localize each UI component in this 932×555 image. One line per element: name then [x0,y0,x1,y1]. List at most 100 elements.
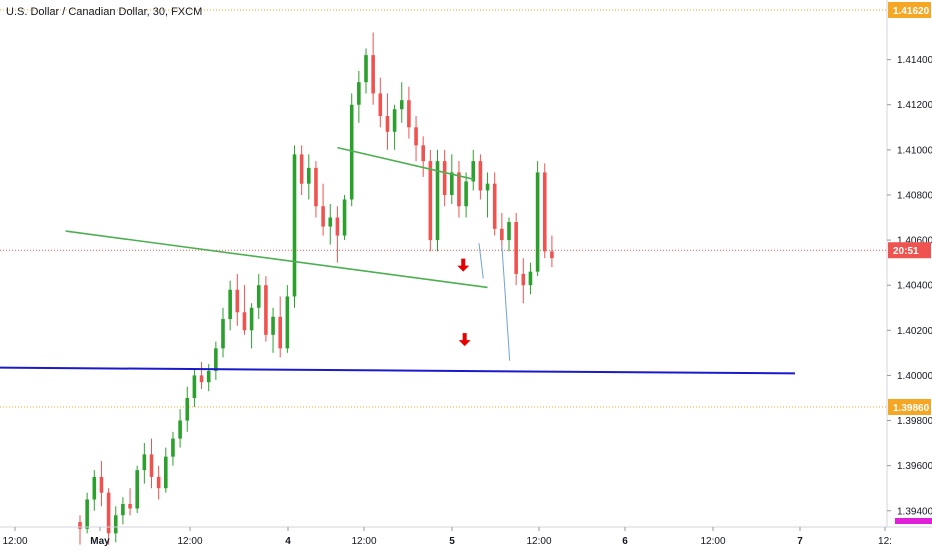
down-arrow-shape [458,333,471,347]
candle [278,316,282,349]
candle [342,199,347,236]
top-price-tag-bg [888,2,931,18]
x-tick-label: 12:00 [2,536,27,547]
axis-marker [895,518,932,524]
channel-upper-line [337,146,474,180]
x-tick-label: 12:00 [351,536,376,547]
candle [256,285,261,308]
candle [78,522,82,529]
price-levels [0,9,887,408]
candle [550,251,554,259]
candle [292,154,297,297]
candle [99,476,104,493]
x-tick-label: 5 [449,536,455,547]
candle [106,492,111,534]
candle [349,104,354,200]
candle [164,456,168,489]
candle [521,273,526,286]
candle [385,116,390,132]
channel-lower-line [65,230,488,289]
candle [542,172,547,252]
candle [328,217,333,227]
candle [485,183,490,191]
bottom-price-tag-bg [888,399,931,415]
x-tick-label: May [90,536,110,547]
candle [142,454,147,471]
down-arrow-icon [458,333,471,347]
down-arrow-shape [457,258,470,272]
candle [464,181,468,207]
candles [78,32,554,545]
candle [178,420,182,439]
y-tick-label: 1.41200 [897,100,932,111]
candle [314,167,318,207]
y-tick-label: 1.41000 [897,145,932,156]
candle [414,127,418,146]
y-tick-label: 1.40800 [897,190,932,201]
candle [321,206,325,227]
y-tick-label: 1.40000 [897,371,932,382]
chart-title: U.S. Dollar / Canadian Dollar, 30, FXCM [6,6,202,18]
candle [156,476,161,489]
candle [428,161,433,241]
candle [285,296,290,349]
candle [364,55,368,83]
candle [92,476,97,500]
candle [206,370,211,383]
candle [113,515,118,534]
y-tick-label: 1.39600 [897,461,932,472]
candle [185,397,190,421]
candle [228,289,232,320]
candle [371,55,375,94]
candle [299,154,304,184]
x-tick-label: 4 [285,536,291,547]
y-tick-label: 1.41400 [897,55,932,66]
candle [357,82,361,105]
candle [271,316,275,335]
candle [135,470,139,509]
candle [242,312,247,331]
y-tick-label: 1.39800 [897,416,932,427]
current-price-tag-bg [888,242,931,259]
candle [392,109,397,132]
bottom-price-tag: 1.39860 [893,403,930,414]
candle [450,172,454,195]
candle [492,183,497,229]
top-price-tag: 1.41620 [893,6,930,17]
candle [478,161,483,191]
down-arrow-icon [457,258,470,272]
candle [471,161,476,182]
candle [500,228,504,241]
candle [214,348,218,371]
candle [335,217,340,236]
candle [149,454,154,477]
x-tick-label: 12: [878,536,892,547]
candle [399,100,404,110]
candle [85,499,89,529]
candle [249,307,254,331]
candle [264,285,268,335]
x-tick-label: 7 [797,536,803,547]
candle [378,93,383,117]
y-tick-label: 1.40400 [897,281,932,292]
candle [121,503,125,516]
projection-line [501,245,511,361]
candle [435,161,440,241]
candle [528,271,533,286]
y-tick-label: 1.40200 [897,326,932,337]
x-tick-label: 6 [622,536,628,547]
drawings [0,146,796,375]
candle [171,438,175,457]
candle [421,145,425,162]
current-price-tag: 20:51 [893,246,919,257]
candle [199,375,204,383]
candle [514,222,518,274]
y-tick-label: 1.40600 [897,236,932,247]
support-line [0,366,796,375]
x-tick-label: 12:00 [700,536,725,547]
projection-line [478,243,484,279]
candle [442,161,447,195]
